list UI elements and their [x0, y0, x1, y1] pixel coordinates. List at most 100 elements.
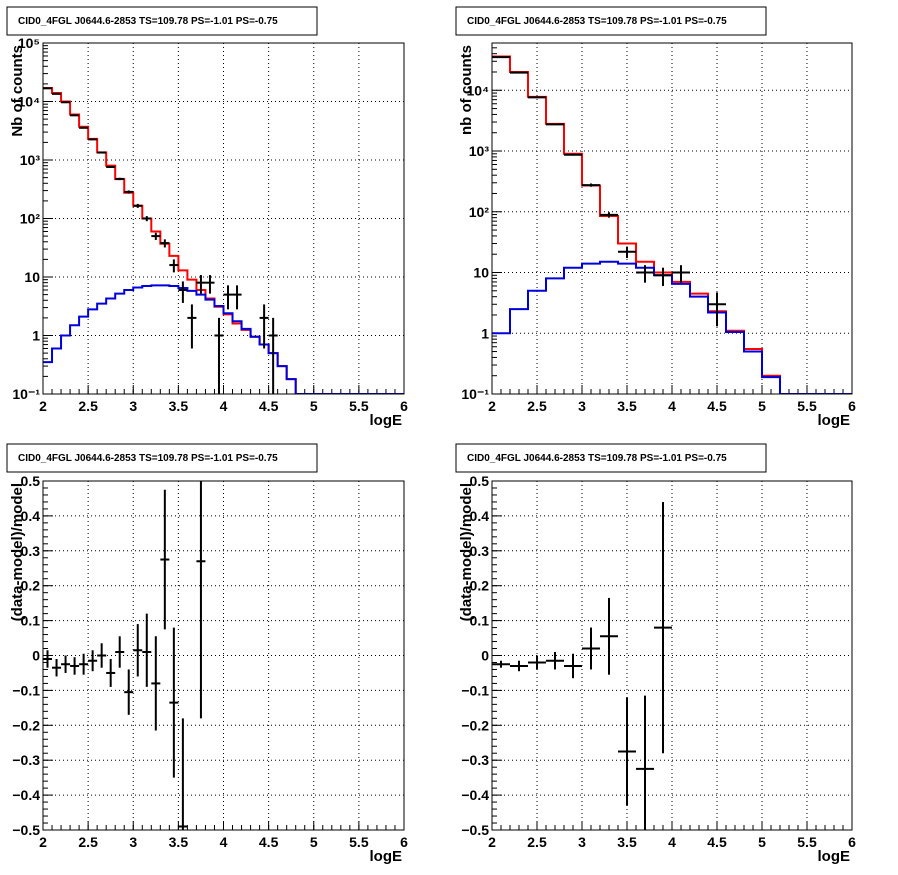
- data-point: [564, 653, 582, 679]
- data-points: [492, 501, 672, 830]
- data-point: [151, 232, 161, 240]
- data-point: [70, 657, 80, 675]
- y-tick-label: 0.2: [470, 578, 490, 594]
- grid: [492, 481, 852, 830]
- data-point: [546, 123, 564, 126]
- y-tick-label: −0.1: [12, 682, 40, 698]
- x-tick-label: 5: [310, 398, 318, 414]
- data-point: [169, 259, 179, 273]
- y-tick-label: −0.4: [12, 787, 40, 803]
- y-tick-label: 0: [32, 648, 40, 664]
- y-tick-label: 0.5: [21, 473, 41, 489]
- y-tick-label: 0.2: [21, 578, 41, 594]
- x-tick-label: 2: [488, 398, 496, 414]
- y-tick-label: −0.3: [461, 752, 489, 768]
- x-tick-label: 4.5: [707, 834, 727, 850]
- y-tick-label: 10: [473, 265, 489, 281]
- data-point: [160, 239, 170, 248]
- x-tick-label: 2: [39, 834, 47, 850]
- data-point: [510, 660, 528, 672]
- plot-frame: [491, 42, 853, 395]
- y-tick-label: 0.1: [21, 613, 41, 629]
- x-axis-label: logE: [370, 848, 403, 865]
- y-tick-label: −0.2: [12, 717, 40, 733]
- data-point: [223, 285, 233, 310]
- data-point: [61, 655, 71, 673]
- chart-title: CID0_4FGL J0644.6-2853 TS=109.78 PS=-1.0…: [467, 16, 727, 27]
- panel-top-left: CID0_4FGL J0644.6-2853 TS=109.78 PS=-1.0…: [6, 6, 408, 429]
- panel-top-right: CID0_4FGL J0644.6-2853 TS=109.78 PS=-1.0…: [455, 6, 856, 429]
- x-axis-label: logE: [818, 412, 851, 429]
- x-tick-label: 4.5: [259, 398, 279, 414]
- y-tick-label: −0.5: [12, 822, 40, 838]
- title-box: [455, 6, 767, 36]
- x-tick-label: 4.5: [707, 398, 727, 414]
- data-point: [124, 669, 134, 715]
- data-point: [115, 177, 125, 181]
- y-tick-label: 0.4: [21, 508, 41, 524]
- chart-title: CID0_4FGL J0644.6-2853 TS=109.78 PS=-1.0…: [467, 453, 727, 464]
- y-tick-label: 10⁻¹: [12, 386, 40, 402]
- data-point: [115, 636, 125, 668]
- plot-frame: [42, 42, 405, 395]
- title-box: [6, 6, 318, 36]
- x-tick-label: 3: [578, 398, 586, 414]
- y-axis-label: (data-model)/model: [9, 483, 26, 621]
- x-tick-label: 5: [310, 834, 318, 850]
- data-point: [97, 151, 107, 154]
- x-tick-label: 2: [39, 398, 47, 414]
- y-tick-label: 0.5: [470, 473, 490, 489]
- x-tick-label: 2.5: [78, 834, 98, 850]
- x-tick-label: 6: [400, 398, 408, 414]
- x-tick-label: 3.5: [169, 834, 189, 850]
- x-tick-label: 4.5: [259, 834, 279, 850]
- y-axis-label: nb of counts: [458, 45, 475, 135]
- data-point: [205, 275, 215, 294]
- x-tick-label: 6: [848, 834, 856, 850]
- data-point: [43, 650, 53, 668]
- data-point: [708, 292, 726, 327]
- data-point: [169, 627, 179, 778]
- data-point: [97, 643, 107, 668]
- x-tick-label: 3.5: [169, 398, 189, 414]
- data-point: [582, 183, 600, 187]
- data-point: [582, 627, 600, 670]
- data-point: [528, 655, 546, 670]
- data-point: [178, 281, 188, 303]
- y-tick-label: 1: [481, 325, 489, 341]
- data-point: [79, 126, 89, 129]
- data-points: [43, 481, 206, 830]
- data-point: [196, 481, 206, 719]
- data-point: [106, 658, 116, 687]
- y-tick-label: 10⁴: [467, 82, 490, 98]
- y-tick-label: 10⁻¹: [461, 386, 489, 402]
- data-point: [160, 489, 170, 630]
- x-axis-label: logE: [818, 848, 851, 865]
- x-tick-label: 2: [488, 834, 496, 850]
- data-point: [133, 624, 143, 677]
- y-tick-label: 10²: [469, 204, 490, 220]
- x-tick-label: 2.5: [527, 398, 547, 414]
- data-point: [52, 658, 62, 677]
- data-point: [214, 317, 224, 394]
- data-point: [654, 501, 672, 754]
- y-tick-label: 10: [24, 269, 40, 285]
- y-tick-label: −0.1: [461, 682, 489, 698]
- data-point: [88, 650, 98, 672]
- x-tick-label: 5: [758, 398, 766, 414]
- data-point: [124, 190, 134, 194]
- x-tick-label: 5: [758, 834, 766, 850]
- data-point: [618, 246, 636, 259]
- panel-bottom-right: CID0_4FGL J0644.6-2853 TS=109.78 PS=-1.0…: [455, 443, 856, 865]
- data-point: [546, 652, 564, 670]
- data-point: [70, 114, 80, 117]
- x-tick-label: 5.5: [797, 398, 817, 414]
- y-tick-label: 10⁵: [18, 35, 40, 51]
- y-tick-label: −0.4: [461, 787, 489, 803]
- chart-title: CID0_4FGL J0644.6-2853 TS=109.78 PS=-1.0…: [18, 453, 278, 464]
- y-tick-label: 0.3: [21, 543, 41, 559]
- x-tick-label: 2.5: [78, 398, 98, 414]
- y-tick-label: 0.1: [470, 613, 490, 629]
- x-tick-label: 3: [129, 398, 137, 414]
- grid: [492, 43, 852, 394]
